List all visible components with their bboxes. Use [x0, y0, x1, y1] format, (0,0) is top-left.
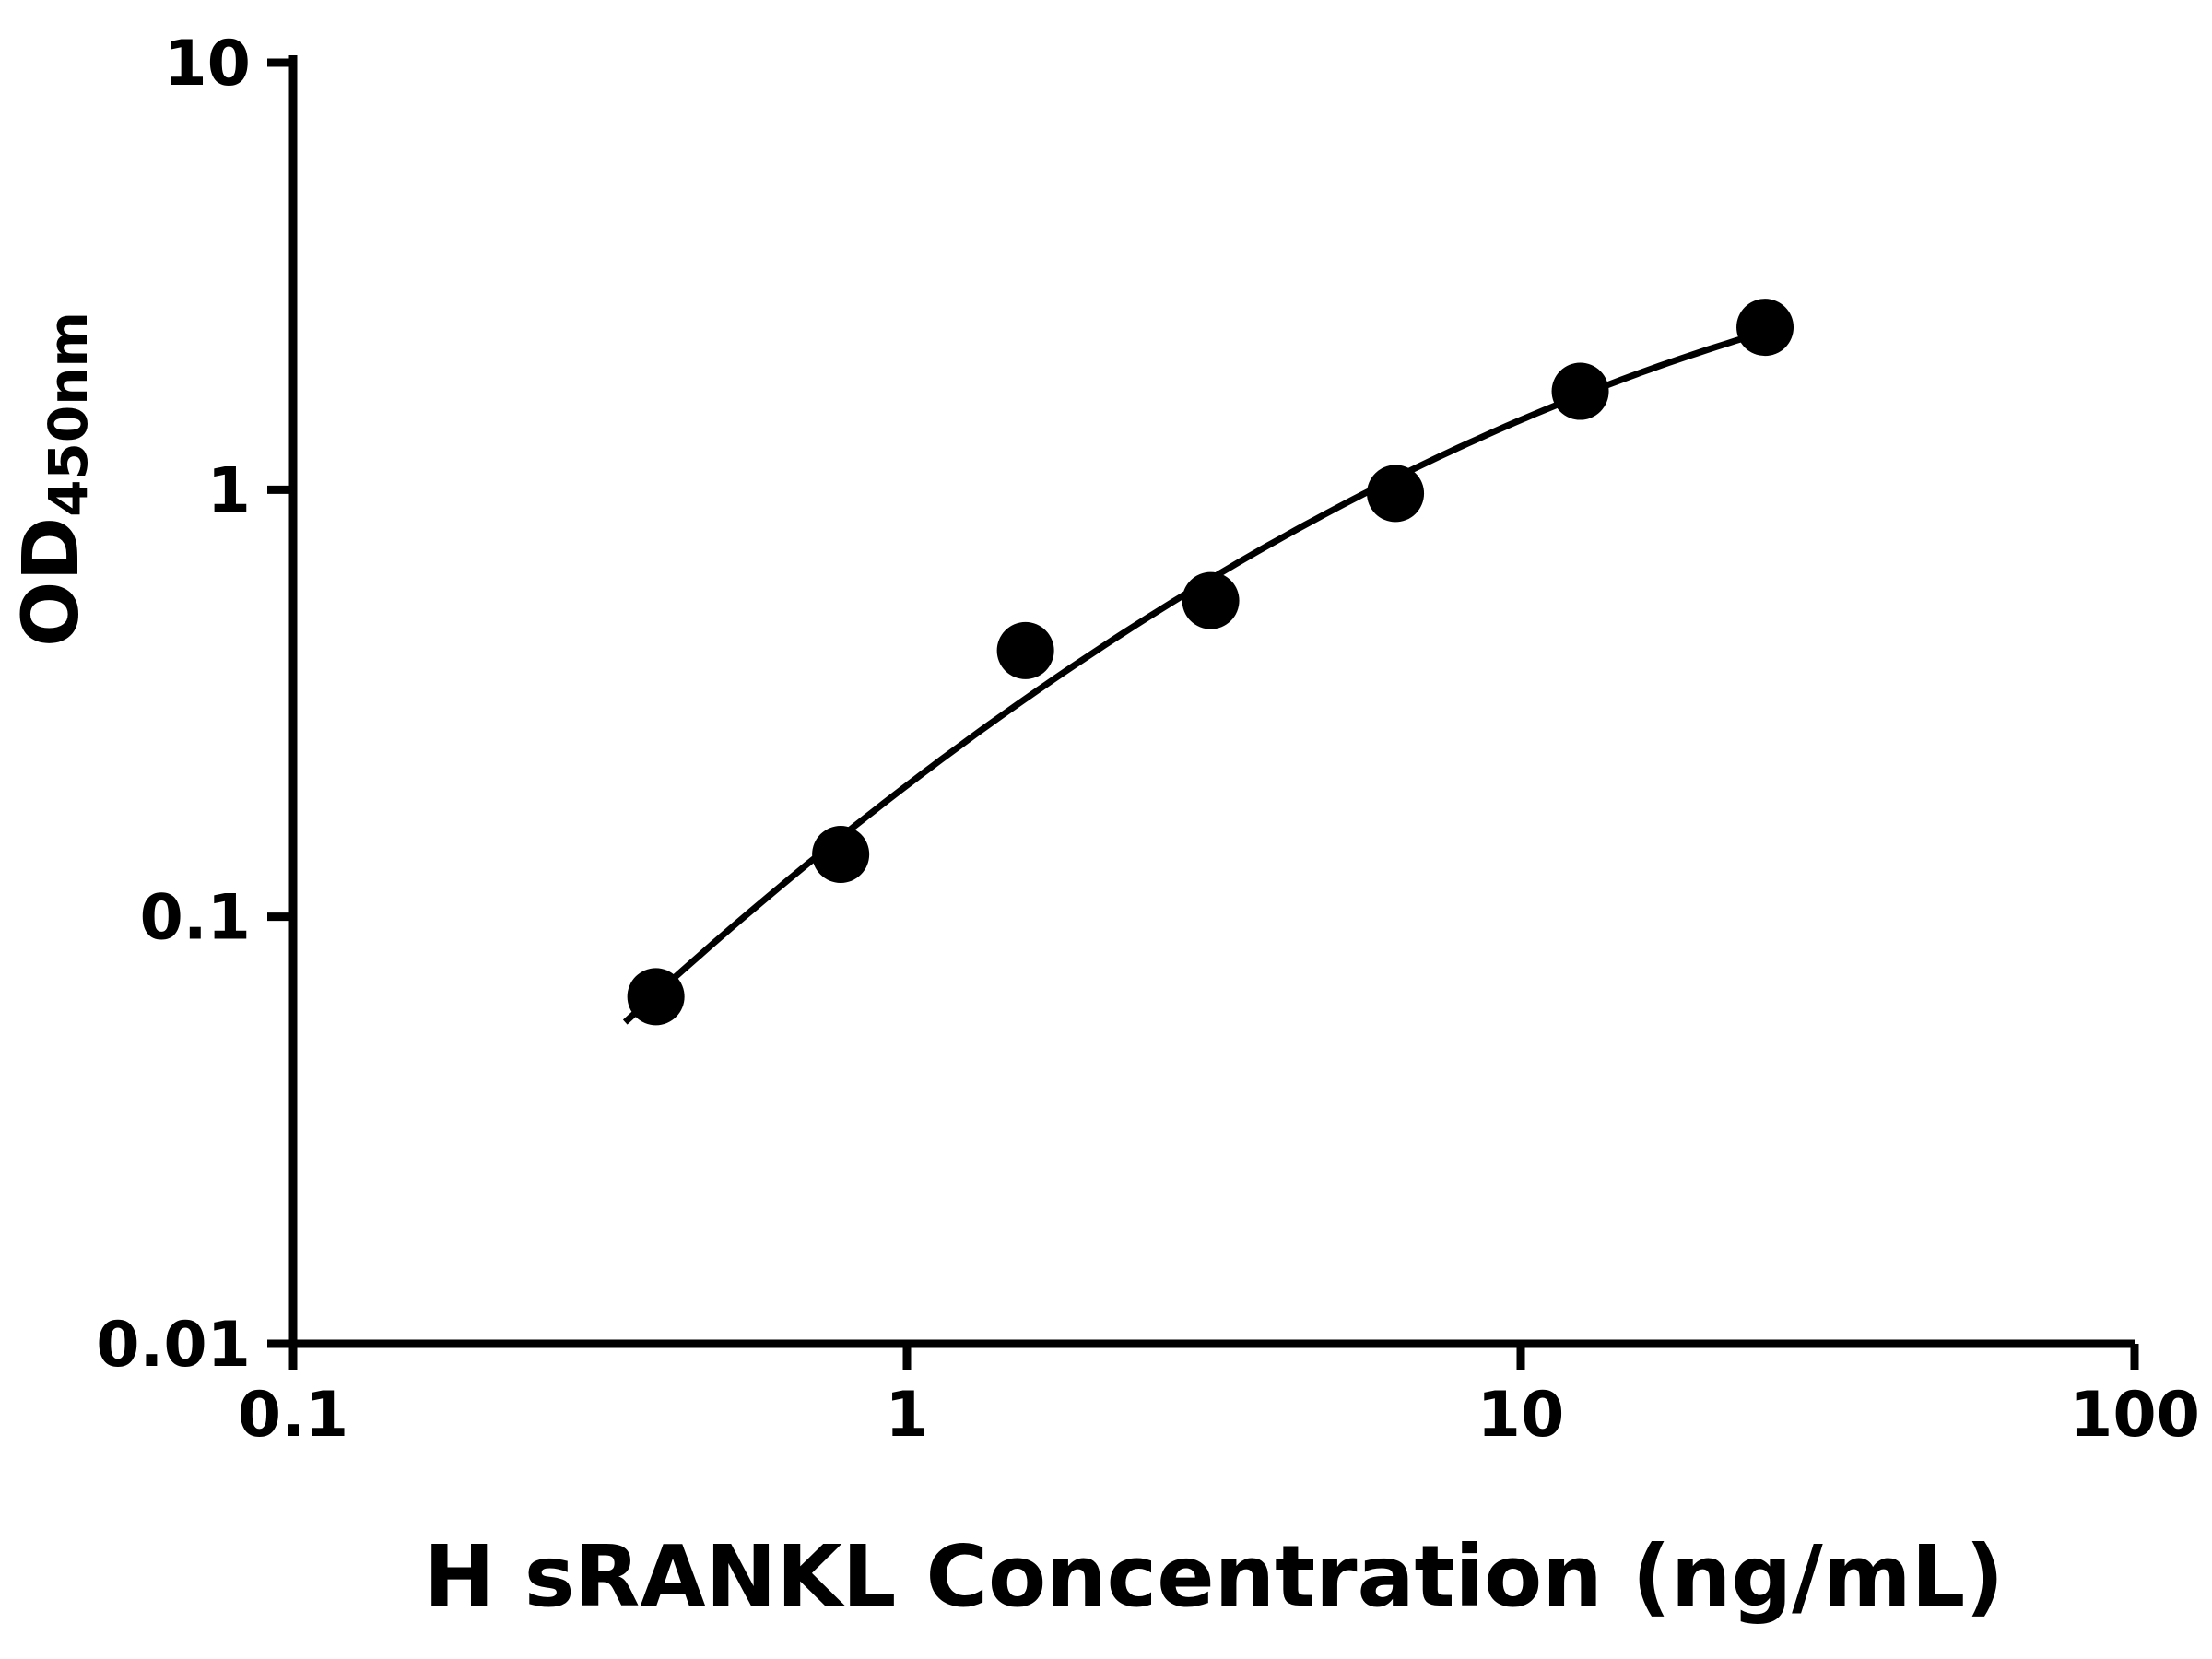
data-point	[1182, 571, 1240, 629]
data-point	[996, 621, 1054, 679]
data-point	[1551, 362, 1609, 420]
y-tick-label: 10	[163, 28, 251, 100]
fit-curve-path	[622, 325, 1775, 1025]
data-point	[1367, 465, 1425, 523]
x-tick-label: 1	[885, 1379, 928, 1452]
y-axis-title-sub: 450nm	[37, 312, 100, 517]
x-tick-label: 0.1	[238, 1379, 348, 1452]
y-ticks: 0.01 0.1 1 10	[96, 28, 293, 1382]
axes	[288, 55, 2135, 1348]
data-point	[1736, 299, 1794, 357]
y-tick-label: 0.1	[140, 882, 251, 955]
x-tick-label: 10	[1477, 1379, 1565, 1452]
y-axis-title-main: OD	[6, 517, 96, 647]
y-tick-label: 1	[207, 454, 251, 527]
fit-curve	[622, 325, 1775, 1025]
data-point	[812, 825, 870, 883]
data-points	[627, 299, 1794, 1026]
x-axis-title: H sRANKL Concentration (ng/mL)	[424, 1527, 2005, 1626]
y-axis-title: OD450nm	[6, 312, 100, 647]
x-tick-label: 100	[2069, 1379, 2200, 1452]
data-point	[627, 968, 685, 1026]
y-tick-label: 0.01	[96, 1309, 251, 1382]
x-ticks: 0.1 1 10 100	[238, 1344, 2200, 1452]
